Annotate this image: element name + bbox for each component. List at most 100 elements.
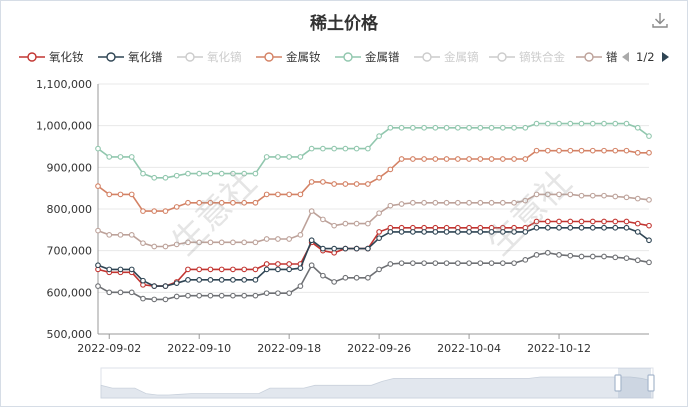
legend-marker-icon bbox=[19, 52, 45, 62]
data-point bbox=[353, 145, 360, 152]
legend-pager: 1/2 bbox=[620, 46, 671, 68]
data-point bbox=[578, 218, 585, 225]
data-point bbox=[410, 260, 416, 267]
data-point bbox=[151, 174, 158, 181]
data-point bbox=[623, 255, 630, 262]
x-tick-label: 2022-10-12 bbox=[527, 342, 591, 355]
data-point bbox=[432, 229, 439, 235]
data-point bbox=[488, 260, 495, 267]
data-point bbox=[533, 191, 540, 198]
data-point bbox=[533, 224, 540, 231]
series-line bbox=[97, 220, 650, 287]
y-tick-label: 600,000 bbox=[47, 286, 93, 299]
data-point bbox=[230, 292, 236, 299]
data-point bbox=[196, 266, 203, 273]
data-point bbox=[331, 222, 337, 229]
data-point bbox=[634, 229, 641, 235]
legend-marker-icon bbox=[256, 52, 282, 62]
data-point bbox=[286, 290, 293, 297]
zoom-handle[interactable] bbox=[614, 374, 622, 392]
legend-item[interactable]: 镨 bbox=[576, 46, 618, 68]
data-point bbox=[218, 292, 225, 299]
data-point bbox=[544, 224, 551, 231]
download-icon[interactable] bbox=[651, 11, 669, 29]
legend-item[interactable]: 镝铁合金 bbox=[489, 46, 565, 68]
data-point bbox=[275, 266, 281, 273]
triangle-left-icon[interactable] bbox=[620, 50, 632, 64]
data-point bbox=[140, 240, 146, 247]
data-point bbox=[252, 266, 259, 273]
data-point bbox=[297, 154, 304, 160]
data-point bbox=[589, 224, 596, 231]
legend-marker-icon bbox=[335, 52, 361, 62]
data-point bbox=[185, 170, 191, 177]
data-point bbox=[128, 154, 135, 160]
x-tick-label: 2022-09-18 bbox=[257, 342, 321, 355]
data-point bbox=[308, 208, 315, 214]
legend-item[interactable]: 金属钕 bbox=[256, 46, 321, 68]
legend-item[interactable]: 金属镝 bbox=[414, 46, 479, 68]
data-point bbox=[387, 166, 394, 173]
data-point bbox=[410, 229, 416, 235]
data-point bbox=[162, 208, 169, 214]
data-point bbox=[488, 229, 495, 235]
data-point bbox=[623, 224, 630, 231]
legend-item[interactable]: 氧化镨 bbox=[98, 46, 163, 68]
data-point bbox=[634, 257, 641, 264]
data-point bbox=[252, 199, 259, 206]
legend-item[interactable]: 氧化镝 bbox=[177, 46, 242, 68]
data-point bbox=[634, 124, 641, 131]
data-point bbox=[286, 191, 293, 198]
legend-marker-icon bbox=[98, 52, 124, 62]
data-point bbox=[567, 147, 574, 154]
data-point bbox=[128, 231, 135, 238]
data-point bbox=[443, 124, 450, 131]
data-point bbox=[421, 124, 427, 131]
data-point bbox=[308, 237, 315, 244]
data-point bbox=[398, 201, 405, 207]
data-point bbox=[421, 156, 427, 162]
data-point bbox=[556, 147, 562, 154]
data-point bbox=[567, 120, 574, 127]
data-point bbox=[567, 224, 574, 231]
data-point bbox=[623, 147, 630, 154]
data-point bbox=[589, 120, 596, 127]
data-point bbox=[544, 249, 551, 256]
data-point bbox=[162, 174, 169, 181]
data-point bbox=[151, 208, 158, 214]
data-point bbox=[263, 154, 270, 160]
data-point bbox=[601, 224, 607, 231]
data-point bbox=[252, 170, 259, 177]
data-point bbox=[601, 253, 607, 260]
data-point bbox=[173, 293, 180, 300]
data-point bbox=[365, 181, 371, 187]
data-point bbox=[185, 292, 191, 299]
data-point bbox=[398, 260, 405, 267]
zoom-handle[interactable] bbox=[647, 374, 655, 392]
data-point bbox=[106, 191, 113, 198]
legend-item[interactable]: 氧化钕 bbox=[19, 46, 84, 68]
data-point bbox=[477, 229, 484, 235]
data-point bbox=[612, 147, 619, 154]
data-point bbox=[398, 156, 405, 162]
data-point bbox=[646, 196, 652, 203]
data-point bbox=[162, 243, 169, 250]
data-point bbox=[544, 191, 551, 198]
data-point bbox=[151, 243, 158, 250]
data-point bbox=[522, 229, 529, 235]
data-point bbox=[342, 245, 349, 252]
data-point bbox=[421, 260, 427, 267]
triangle-right-icon[interactable] bbox=[659, 50, 671, 64]
data-point bbox=[623, 120, 630, 127]
legend-marker-icon bbox=[177, 52, 203, 62]
data-point bbox=[185, 199, 191, 206]
data-point bbox=[556, 251, 562, 258]
data-point bbox=[634, 149, 641, 156]
legend-item[interactable]: 金属镨 bbox=[335, 46, 400, 68]
data-point bbox=[151, 283, 158, 289]
data-point bbox=[342, 274, 349, 281]
y-tick-label: 1,000,000 bbox=[36, 120, 92, 133]
data-point bbox=[342, 220, 349, 227]
data-point bbox=[612, 218, 619, 225]
